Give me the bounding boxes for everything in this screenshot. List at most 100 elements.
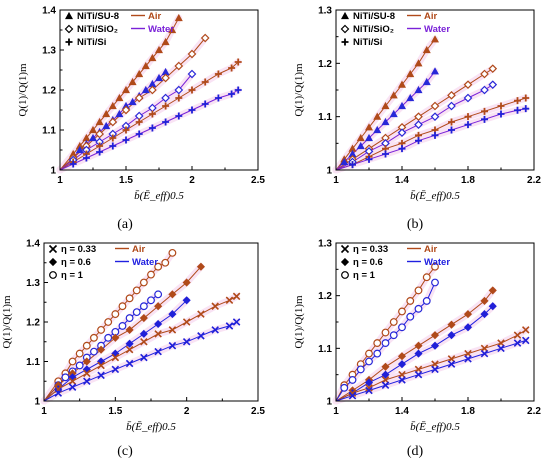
data-point — [90, 333, 98, 342]
data-point — [522, 94, 530, 102]
data-point — [154, 290, 163, 299]
series-triangle-air — [69, 13, 183, 158]
data-point — [61, 373, 70, 382]
data-point — [480, 349, 489, 358]
x-tick-label: 1 — [57, 175, 63, 186]
data-point — [389, 91, 398, 99]
data-point — [497, 102, 505, 110]
data-point — [349, 161, 356, 169]
data-point — [225, 296, 234, 305]
data-point — [83, 369, 91, 378]
data-point — [447, 320, 456, 329]
x-tick-label: 1 — [333, 175, 339, 186]
data-point — [406, 312, 415, 321]
data-point — [431, 365, 439, 374]
data-point — [397, 101, 407, 110]
series-triangle-air — [340, 35, 440, 163]
data-point — [373, 112, 382, 120]
data-point — [414, 120, 423, 130]
legend-label: NiTi/Si — [353, 37, 382, 48]
data-point — [68, 377, 77, 386]
x-axis-label: b̄(Ē_eff)0.5 — [134, 190, 184, 202]
data-point — [97, 325, 105, 334]
x-axis-label: b̄(Ē_eff)0.5 — [126, 421, 176, 433]
data-point — [139, 302, 148, 311]
data-point — [174, 85, 184, 95]
data-point — [75, 145, 84, 154]
data-point — [104, 318, 113, 326]
x-axis-label: b̄(Ē_eff)0.5 — [410, 190, 460, 202]
data-point — [464, 121, 472, 129]
data-point — [134, 93, 144, 103]
data-point — [414, 341, 423, 350]
data-point — [488, 80, 498, 90]
data-point — [88, 133, 98, 142]
data-point — [102, 109, 111, 118]
data-point — [348, 391, 357, 400]
data-point — [88, 125, 98, 134]
data-point — [348, 376, 357, 384]
data-point — [381, 101, 390, 110]
y-tick-label: 1.2 — [26, 318, 40, 329]
data-point — [82, 357, 91, 366]
data-point — [154, 347, 162, 356]
series-circle-water — [54, 290, 163, 390]
data-point — [182, 278, 191, 287]
data-point — [364, 123, 374, 131]
data-point — [108, 117, 118, 127]
legend: NiTi/SU-8 NiTi/SiO₂ NiTi/Si Air Water — [64, 11, 174, 48]
data-point — [406, 69, 415, 78]
legend: NiTi/SU-8 NiTi/SiO₂ NiTi/Si Air Water — [340, 11, 450, 48]
x-tick-label: 1 — [333, 406, 339, 417]
data-point — [162, 118, 170, 126]
data-point — [430, 67, 440, 75]
data-point — [422, 273, 431, 282]
data-point — [168, 341, 177, 350]
x-tick-label: 2.2 — [527, 406, 541, 417]
data-point — [168, 25, 177, 34]
x-tick-label: 2.5 — [251, 406, 265, 417]
data-point — [521, 336, 530, 345]
data-point — [148, 124, 156, 132]
data-point — [68, 357, 77, 366]
y-tick-label: 1.1 — [318, 344, 332, 355]
data-point — [356, 365, 365, 374]
legend-marker-triangle — [340, 11, 350, 20]
data-point — [225, 322, 234, 330]
x-tick-label: 1 — [41, 406, 47, 417]
y-tick-label: 1 — [50, 166, 56, 177]
data-point — [75, 349, 84, 358]
panel-caption: (c) — [117, 444, 133, 459]
data-point — [200, 33, 210, 43]
data-point — [68, 383, 77, 391]
data-point — [168, 310, 177, 319]
x-tick-label: 1.5 — [119, 175, 133, 186]
data-point — [415, 137, 422, 145]
data-point — [356, 141, 365, 150]
data-point — [234, 86, 242, 94]
data-point — [414, 349, 423, 358]
series-cross-water — [54, 318, 241, 397]
data-point — [118, 302, 127, 311]
data-point — [381, 381, 390, 389]
data-point — [365, 155, 373, 163]
data-point — [211, 326, 219, 334]
data-point — [397, 352, 407, 361]
data-point — [422, 77, 431, 86]
data-point — [115, 93, 124, 102]
data-point — [111, 365, 120, 374]
data-point — [414, 59, 423, 67]
data-point — [182, 318, 191, 326]
legend: η = 0.33 η = 0.6 η = 1 Air Water — [340, 244, 450, 281]
series-cross-water — [348, 336, 530, 400]
data-point — [128, 97, 137, 106]
x-axis-label: b̄(Ē_eff)0.5 — [410, 421, 460, 433]
data-point — [398, 307, 406, 316]
data-point — [340, 157, 349, 166]
data-point — [111, 333, 120, 342]
data-point — [481, 107, 488, 115]
legend-marker-plus — [65, 38, 73, 46]
data-point — [389, 318, 398, 326]
series-circle-air — [54, 248, 177, 386]
data-point — [406, 93, 415, 102]
